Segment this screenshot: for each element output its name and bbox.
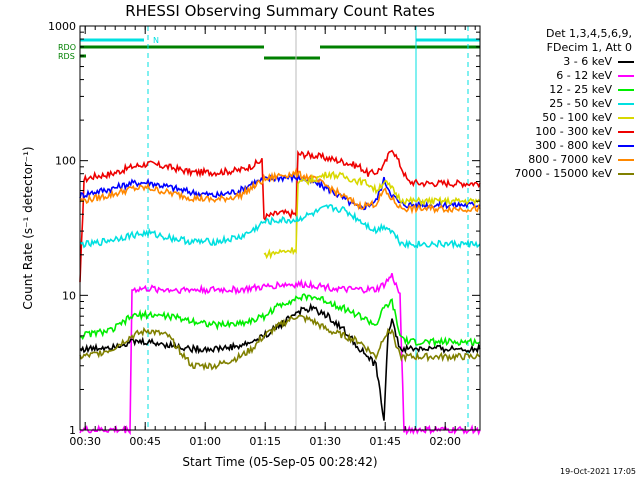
- series-line: [79, 173, 481, 211]
- flag-label: RDS: [58, 52, 75, 61]
- series-group: [79, 149, 481, 436]
- legend-label: 7000 - 15000 keV: [514, 167, 612, 180]
- series-line: [79, 204, 481, 250]
- y-tick-label: 1: [69, 424, 76, 437]
- y-tick-label: 10: [62, 289, 76, 302]
- x-tick-label: 01:00: [189, 435, 221, 448]
- y-axis-label: Count Rate (s⁻¹ detector⁻¹): [21, 146, 35, 309]
- legend-header-line-2: FDecim 1, Att 0: [546, 41, 632, 54]
- footer-timestamp: 19-Oct-2021 17:05: [560, 467, 636, 476]
- y-tick-label: 100: [55, 155, 76, 168]
- legend-swatch: [618, 159, 634, 161]
- legend-label: 6 - 12 keV: [556, 69, 612, 82]
- legend-label: 800 - 7000 keV: [528, 153, 612, 166]
- series-line: [79, 167, 481, 215]
- legend-swatch: [618, 145, 634, 147]
- legend-swatch: [618, 117, 634, 119]
- legend-item-6-12-kev: 6 - 12 keV: [486, 69, 636, 83]
- legend-item-300-800-kev: 300 - 800 keV: [486, 139, 636, 153]
- legend-item-800-7000-kev: 800 - 7000 keV: [486, 153, 636, 167]
- series-line: [263, 170, 481, 260]
- y-tick-label: 1000: [48, 20, 76, 33]
- plot-frame: [79, 25, 481, 431]
- legend-swatch: [618, 89, 634, 91]
- legend-label: 3 - 6 keV: [563, 55, 612, 68]
- legend-label: 300 - 800 keV: [535, 139, 612, 152]
- legend-item-100-300-kev: 100 - 300 keV: [486, 125, 636, 139]
- legend-label: 100 - 300 keV: [535, 125, 612, 138]
- series-line: [79, 149, 481, 283]
- axes: 1 10 100 1000 00:30 00:45 01:00 01:15 01:30 01:45…: [48, 20, 480, 448]
- chart-title: RHESSI Observing Summary Count Rates: [125, 2, 435, 20]
- flag-label: RDO: [58, 43, 76, 52]
- legend-swatch: [618, 61, 634, 63]
- legend-swatch: [618, 131, 634, 133]
- series-line: [79, 314, 481, 372]
- legend-swatch: [618, 103, 634, 105]
- legend-item-50-100-kev: 50 - 100 keV: [486, 111, 636, 125]
- legend-item-25-50-kev: 25 - 50 keV: [486, 97, 636, 111]
- x-tick-label: 01:30: [309, 435, 341, 448]
- x-tick-label: 00:45: [129, 435, 161, 448]
- legend: Det 1,3,4,5,6,9, FDecim 1, Att 0 3 - 6 k…: [486, 27, 636, 181]
- legend-item-3-6-kev: 3 - 6 keV: [486, 55, 636, 69]
- x-tick-label: 02:00: [429, 435, 461, 448]
- series-line: [79, 273, 481, 436]
- x-tick-label: 01:45: [369, 435, 401, 448]
- x-axis-label: Start Time (05-Sep-05 00:28:42): [182, 455, 377, 469]
- legend-label: 12 - 25 keV: [549, 83, 612, 96]
- legend-item-12-25-kev: 12 - 25 keV: [486, 83, 636, 97]
- legend-item-7000-15000-kev: 7000 - 15000 keV: [486, 167, 636, 181]
- legend-swatch: [618, 173, 634, 175]
- legend-header-line-1: Det 1,3,4,5,6,9,: [545, 27, 632, 40]
- flag-label: N: [153, 36, 159, 45]
- x-tick-label: 01:15: [249, 435, 281, 448]
- x-tick-label: 00:30: [69, 435, 101, 448]
- legend-label: 25 - 50 keV: [549, 97, 612, 110]
- legend-label: 50 - 100 keV: [542, 111, 612, 124]
- legend-swatch: [618, 75, 634, 77]
- series-line: [79, 293, 481, 349]
